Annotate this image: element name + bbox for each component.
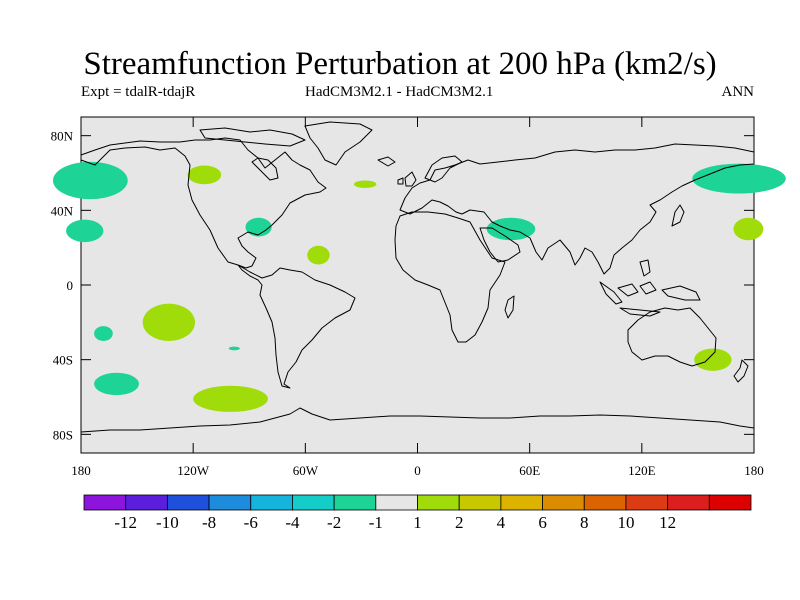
map-title: Streamfunction Perturbation at 200 hPa (… [83, 46, 717, 82]
colorbar-swatch [417, 494, 460, 511]
colorbar-swatch [500, 494, 543, 511]
anomaly-region [142, 303, 196, 342]
colorbar-label: 2 [455, 513, 464, 532]
y-tick-label: 80N [51, 129, 74, 144]
coast-greenland [304, 121, 373, 166]
colorbar-label: -12 [114, 513, 137, 532]
colorbar-label: -10 [156, 513, 179, 532]
anomaly-region [692, 163, 786, 194]
anomaly-region [353, 180, 377, 188]
colorbar-label: 8 [580, 513, 589, 532]
y-tick-label: 80S [53, 427, 73, 442]
coast-africa [394, 211, 506, 343]
colorbar-swatch [250, 494, 293, 511]
anomaly-region [193, 385, 268, 412]
colorbar-label: -2 [327, 513, 341, 532]
y-tick-label: 40N [51, 203, 74, 218]
anomaly-region [733, 217, 764, 241]
y-tick-label: 0 [67, 278, 74, 293]
coast-hudson-bay [251, 157, 279, 181]
coast-maritime-continent [599, 259, 701, 317]
colorbar-label: -6 [244, 513, 258, 532]
anomaly-region [187, 165, 222, 185]
anomaly-region [94, 326, 113, 341]
colorbar-swatch [542, 494, 585, 511]
anomaly-region [228, 346, 240, 351]
coast-south-america [237, 264, 356, 389]
map-axes: 80N 40N 0 40S 80S 180 120W 60W 0 60E 120E 180 [51, 117, 764, 478]
colorbar-swatch [667, 494, 710, 511]
coast-british-isles [397, 171, 417, 187]
anomaly-region [307, 245, 330, 265]
colorbar-swatch [292, 494, 335, 511]
coast-scandinavia [424, 155, 463, 183]
colorbar-swatch [333, 494, 377, 511]
colorbar-swatch [166, 494, 210, 511]
coast-australia [627, 307, 717, 367]
anomaly-layer [52, 161, 786, 412]
colorbar-swatch [458, 494, 502, 511]
anomaly-region [694, 348, 732, 371]
anomaly-region [66, 219, 104, 243]
coast-iceland [377, 156, 396, 167]
coast-antarctica [80, 407, 755, 433]
x-tick-label: 180 [744, 463, 764, 478]
x-tick-label: 180 [71, 463, 91, 478]
colorbar-swatch [83, 494, 127, 511]
x-tick-label: 60E [519, 463, 540, 478]
coast-arabia [479, 227, 521, 263]
coast-new-zealand [733, 359, 749, 383]
colorbar-swatch [208, 494, 252, 511]
colorbar: -12 -10 -8 -6 -4 -2 -1 1 2 4 6 8 10 12 [83, 494, 752, 532]
x-tick-label: 120W [177, 463, 210, 478]
x-tick-label: 0 [414, 463, 421, 478]
coast-arctic-islands [199, 127, 306, 147]
colorbar-label: 4 [497, 513, 506, 532]
colorbar-swatch [625, 494, 669, 511]
anomaly-region [486, 217, 536, 241]
colorbar-swatch [708, 494, 752, 511]
colorbar-label: 10 [617, 513, 634, 532]
colorbar-swatch [583, 494, 627, 511]
model-label: HadCM3M2.1 - HadCM3M2.1 [305, 84, 494, 100]
colorbar-swatch [375, 494, 418, 511]
anomaly-region [94, 372, 139, 396]
experiment-label: Expt = tdalR-tdajR [81, 84, 196, 100]
y-tick-label: 40S [53, 353, 73, 368]
coast-madagascar [504, 295, 515, 319]
map-background [80, 116, 755, 454]
coastline-layer [80, 121, 755, 433]
colorbar-label: -8 [202, 513, 216, 532]
colorbar-label: -1 [369, 513, 383, 532]
coast-japan [671, 204, 685, 227]
x-tick-label: 60W [293, 463, 319, 478]
colorbar-label: 12 [659, 513, 676, 532]
colorbar-label: 1 [413, 513, 422, 532]
anomaly-region [52, 161, 128, 200]
colorbar-swatch [125, 494, 168, 511]
colorbar-label: 6 [538, 513, 547, 532]
season-label: ANN [721, 84, 755, 100]
colorbar-label: -4 [285, 513, 300, 532]
coast-eurasia [399, 143, 755, 275]
anomaly-region [245, 217, 272, 237]
x-tick-label: 120E [628, 463, 656, 478]
